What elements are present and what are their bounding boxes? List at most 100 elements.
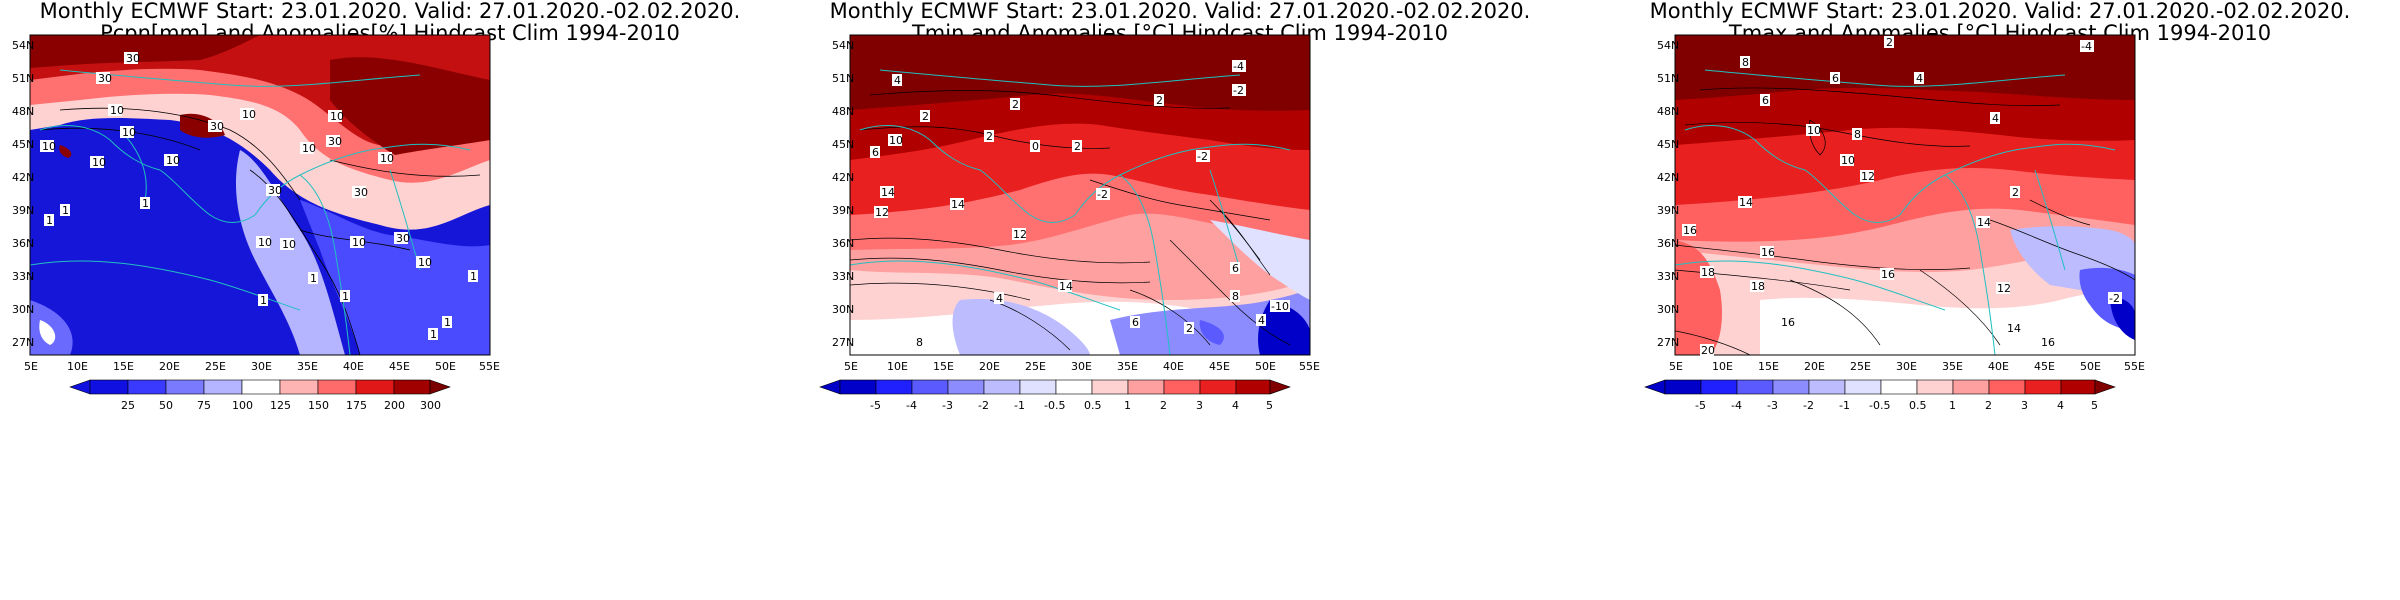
svg-text:12: 12 bbox=[1997, 282, 2011, 295]
svg-text:30: 30 bbox=[396, 232, 410, 245]
contour-label: 16 bbox=[1682, 224, 1697, 237]
svg-text:-2: -2 bbox=[1197, 150, 1208, 163]
lon-label: 40E bbox=[1988, 360, 2009, 373]
contour-label: 16 bbox=[1780, 316, 1795, 329]
colorbar-label: -1 bbox=[1839, 399, 1850, 412]
lat-label: 36N bbox=[832, 237, 854, 250]
contour-label: 30 bbox=[124, 52, 140, 65]
contour-label: 10 bbox=[1840, 154, 1855, 167]
colorbar-label: -4 bbox=[1731, 399, 1742, 412]
lon-label: 35E bbox=[297, 360, 318, 373]
colorbar-label: -3 bbox=[1767, 399, 1778, 412]
contour-label: 1 bbox=[442, 316, 452, 329]
contour-label: 4 bbox=[994, 292, 1004, 305]
contour-label: 12 bbox=[874, 206, 889, 219]
svg-text:10: 10 bbox=[282, 238, 296, 251]
lat-label: 54N bbox=[12, 39, 34, 52]
panel-title-line1: Monthly ECMWF Start: 23.01.2020. Valid: … bbox=[39, 0, 741, 23]
svg-text:8: 8 bbox=[1232, 290, 1239, 303]
svg-text:0: 0 bbox=[1032, 140, 1039, 153]
svg-text:10: 10 bbox=[889, 134, 903, 147]
contour-label: 2 bbox=[1072, 140, 1082, 153]
lat-label: 45N bbox=[1657, 138, 1679, 151]
contour-label: 6 bbox=[1130, 316, 1140, 329]
colorbar-label: 175 bbox=[346, 399, 367, 412]
lon-label: 20E bbox=[1804, 360, 1825, 373]
lon-label: 45E bbox=[1209, 360, 1230, 373]
lat-label: 42N bbox=[1657, 171, 1679, 184]
svg-text:10: 10 bbox=[166, 154, 180, 167]
colorbar-label: -4 bbox=[906, 399, 917, 412]
lon-label: 20E bbox=[979, 360, 1000, 373]
svg-text:6: 6 bbox=[1132, 316, 1139, 329]
svg-text:8: 8 bbox=[916, 336, 923, 349]
lon-label: 50E bbox=[435, 360, 456, 373]
svg-text:4: 4 bbox=[996, 292, 1003, 305]
svg-text:14: 14 bbox=[1739, 196, 1753, 209]
lon-label: 15E bbox=[933, 360, 954, 373]
svg-text:16: 16 bbox=[1683, 224, 1697, 237]
svg-text:16: 16 bbox=[1881, 268, 1895, 281]
lat-label: 27N bbox=[1657, 336, 1679, 349]
colorbar-label: 5 bbox=[2091, 399, 2098, 412]
colorbar-label: 50 bbox=[159, 399, 173, 412]
lon-label: 25E bbox=[1025, 360, 1046, 373]
contour-label: 12 bbox=[1012, 228, 1027, 241]
svg-text:12: 12 bbox=[1013, 228, 1027, 241]
colorbar-label: 200 bbox=[384, 399, 405, 412]
lat-label: 27N bbox=[832, 336, 854, 349]
svg-text:20: 20 bbox=[1701, 344, 1715, 357]
svg-text:10: 10 bbox=[42, 140, 56, 153]
contour-label: 1 bbox=[44, 214, 54, 227]
colorbar-label: -3 bbox=[942, 399, 953, 412]
colorbar-label: 150 bbox=[308, 399, 329, 412]
lon-label: 40E bbox=[1163, 360, 1184, 373]
lat-label: 48N bbox=[832, 105, 854, 118]
colorbar-label: 125 bbox=[270, 399, 291, 412]
lat-label: 30N bbox=[832, 303, 854, 316]
svg-text:4: 4 bbox=[1916, 72, 1923, 85]
svg-text:30: 30 bbox=[328, 135, 342, 148]
colorbar-label: -2 bbox=[978, 399, 989, 412]
lat-label: 42N bbox=[832, 171, 854, 184]
contour-label: 10 bbox=[416, 256, 432, 269]
lon-tick-labels: 5E 10E 15E 20E 25E 30E 35E 40E 45E 50E 5… bbox=[1669, 360, 2145, 373]
contour-label: 14 bbox=[1738, 196, 1753, 209]
contour-label: 12 bbox=[1996, 282, 2011, 295]
contour-label: 14 bbox=[1058, 280, 1073, 293]
contour-label: 12 bbox=[1860, 170, 1875, 183]
svg-text:1: 1 bbox=[444, 316, 451, 329]
svg-text:10: 10 bbox=[352, 236, 366, 249]
contour-label: 10 bbox=[240, 108, 256, 121]
svg-text:10: 10 bbox=[330, 110, 344, 123]
tmax-anomaly-map: 54N 51N 48N 45N 42N 39N 36N 33N 30N 27N … bbox=[1644, 34, 2145, 412]
panel-title-line1: Monthly ECMWF Start: 23.01.2020. Valid: … bbox=[1649, 0, 2351, 23]
svg-text:2: 2 bbox=[922, 110, 929, 123]
lon-label: 15E bbox=[113, 360, 134, 373]
lat-label: 33N bbox=[832, 270, 854, 283]
contour-label: 16 bbox=[1880, 268, 1895, 281]
colorbar-label: 75 bbox=[197, 399, 211, 412]
colorbar-label: -0.5 bbox=[1044, 399, 1065, 412]
lon-label: 35E bbox=[1942, 360, 1963, 373]
svg-text:-2: -2 bbox=[2109, 292, 2120, 305]
contour-label: -4 bbox=[1232, 60, 1246, 73]
contour-label: 2 bbox=[1010, 98, 1020, 111]
lon-label: 25E bbox=[1850, 360, 1871, 373]
lat-label: 45N bbox=[832, 138, 854, 151]
contour-label: 30 bbox=[96, 72, 112, 85]
svg-text:1: 1 bbox=[470, 270, 477, 283]
svg-text:14: 14 bbox=[1059, 280, 1073, 293]
lon-tick-labels: 5E 10E 15E 20E 25E 30E 35E 40E 45E 50E 5… bbox=[844, 360, 1320, 373]
svg-text:-4: -4 bbox=[2081, 40, 2092, 53]
contour-label: 30 bbox=[326, 135, 342, 148]
contour-label: 10 bbox=[256, 236, 272, 249]
lat-label: 54N bbox=[1657, 39, 1679, 52]
contour-label: 20 bbox=[1700, 344, 1715, 357]
svg-text:18: 18 bbox=[1701, 266, 1715, 279]
lat-label: 48N bbox=[1657, 105, 1679, 118]
contour-label: 14 bbox=[1976, 216, 1991, 229]
contour-label: 8 bbox=[1740, 56, 1750, 69]
lat-tick-labels: 54N 51N 48N 45N 42N 39N 36N 33N 30N 27N bbox=[12, 39, 34, 349]
lat-label: 30N bbox=[1657, 303, 1679, 316]
